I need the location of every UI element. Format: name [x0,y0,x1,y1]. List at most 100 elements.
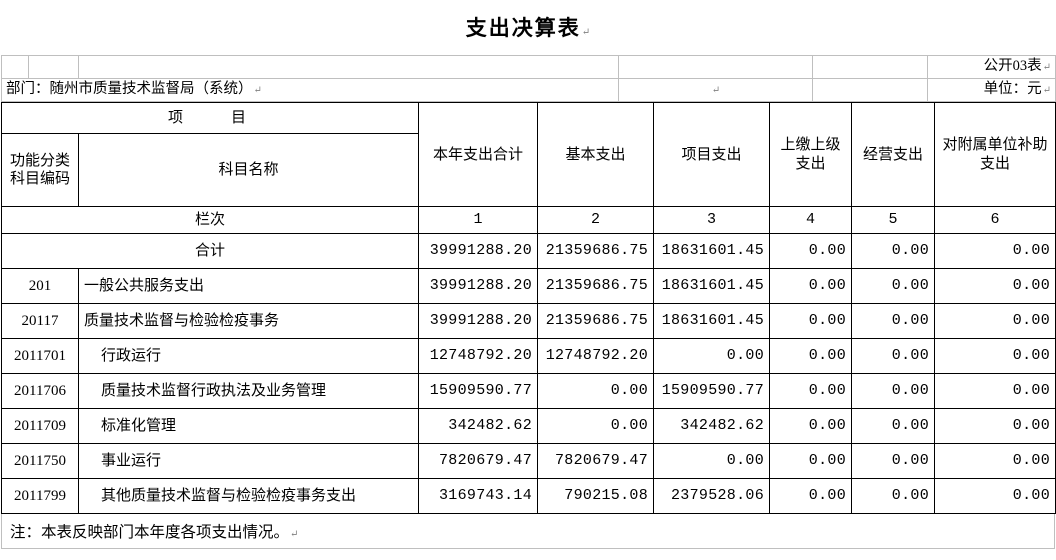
department-row-blank [618,78,813,103]
header-code-col: 功能分类科目编码 [1,133,79,208]
header-row-subcols: 功能分类科目编码 科目名称 [1,133,1056,208]
row-value-4: 0.00 [769,338,853,375]
row-value-1: 3169743.14 [418,478,539,515]
header-col-1: 基本支出 [537,102,655,208]
expenditure-table: 项 目 本年支出合计 基本支出 项目支出 上缴上级支出 经营支出 对附属单位补助… [0,102,1056,515]
row-value-1: 12748792.20 [418,338,539,375]
table-row: 201 一般公共服务支出 39991288.20 21359686.75 186… [1,268,1056,305]
table-row: 2011709 标准化管理 342482.62 0.00 342482.62 0… [1,408,1056,445]
lane-number-6: 6 [934,206,1056,235]
row-code: 2011706 [1,373,79,410]
lane-number-2: 2 [537,206,655,235]
row-value-3: 15909590.77 [653,373,771,410]
row-value-5: 0.00 [851,373,936,410]
row-value-6: 0.00 [934,443,1056,480]
total-value-3: 18631601.45 [653,233,771,270]
row-value-2: 21359686.75 [537,303,655,340]
table-row: 2011750 事业运行 7820679.47 7820679.47 0.00 … [1,443,1056,480]
lane-label: 栏次 [0,206,420,235]
lane-number-4: 4 [769,206,853,235]
lane-number-1: 1 [418,206,539,235]
meta-cell-blank-5 [812,55,928,80]
row-value-1: 39991288.20 [418,268,539,305]
row-code: 2011750 [1,443,79,480]
lane-number-5: 5 [851,206,936,235]
pilcrow-icon [254,85,262,96]
row-value-5: 0.00 [851,338,936,375]
row-value-2: 21359686.75 [537,268,655,305]
footer-note: 注：本表反映部门本年度各项支出情况。 [1,514,1055,550]
table-row: 2011701 行政运行 12748792.20 12748792.20 0.0… [1,338,1056,375]
row-value-2: 7820679.47 [537,443,655,480]
row-value-1: 342482.62 [418,408,539,445]
header-col-5: 对附属单位补助支出 [934,102,1056,208]
row-value-1: 7820679.47 [418,443,539,480]
footer-note-grid: 注：本表反映部门本年度各项支出情况。 [1,514,1055,550]
public-no-row: 公开03表 [1,55,1056,80]
row-value-5: 0.00 [851,443,936,480]
row-value-4: 0.00 [769,373,853,410]
row-value-4: 0.00 [769,268,853,305]
row-value-4: 0.00 [769,443,853,480]
footer-note-row: 注：本表反映部门本年度各项支出情况。 [1,514,1055,550]
header-col-3: 上缴上级支出 [769,102,853,208]
department-row: 部门：随州市质量技术监督局（系统） 单位：元 [1,78,1056,103]
header-name-col: 科目名称 [77,133,420,208]
row-code: 2011701 [1,338,79,375]
public-no-label: 公开03表 [927,55,1056,80]
row-value-6: 0.00 [934,268,1056,305]
header-col-2: 项目支出 [653,102,771,208]
header-item-group: 项 目 [0,102,420,135]
lane-row: 栏次 1 2 3 4 5 6 [0,206,1056,235]
table-row-total: 合计 39991288.20 21359686.75 18631601.45 0… [0,233,1056,270]
row-value-6: 0.00 [934,408,1056,445]
table-row: 20117 质量技术监督与检验检疫事务 39991288.20 21359686… [1,303,1056,340]
pilcrow-icon [290,529,298,540]
row-value-3: 0.00 [653,338,771,375]
row-value-2: 0.00 [537,408,655,445]
total-value-6: 0.00 [934,233,1056,270]
row-value-3: 18631601.45 [653,303,771,340]
row-value-3: 342482.62 [653,408,771,445]
row-code: 2011709 [1,408,79,445]
row-name: 行政运行 [77,338,420,375]
row-value-1: 39991288.20 [418,303,539,340]
row-value-6: 0.00 [934,373,1056,410]
row-name: 一般公共服务支出 [77,268,420,305]
page-title: 支出决算表 [0,0,1056,55]
lane-number-3: 3 [653,206,771,235]
total-value-5: 0.00 [851,233,936,270]
row-code: 201 [1,268,79,305]
row-value-1: 15909590.77 [418,373,539,410]
row-value-6: 0.00 [934,303,1056,340]
pilcrow-icon [712,85,720,96]
row-value-4: 0.00 [769,408,853,445]
row-name: 质量技术监督行政执法及业务管理 [77,373,420,410]
row-value-4: 0.00 [769,303,853,340]
total-value-2: 21359686.75 [537,233,655,270]
row-value-3: 2379528.06 [653,478,771,515]
meta-cell-blank-1 [1,55,29,80]
row-value-6: 0.00 [934,338,1056,375]
row-value-2: 0.00 [537,373,655,410]
row-value-4: 0.00 [769,478,853,515]
unit-label: 单位：元 [927,78,1056,103]
department-label: 部门：随州市质量技术监督局（系统） [1,78,619,103]
header-col-4: 经营支出 [851,102,936,208]
row-code: 20117 [1,303,79,340]
pilcrow-icon [582,27,590,38]
page-title-text: 支出决算表 [465,16,581,40]
pilcrow-icon [1043,62,1051,73]
total-label: 合计 [0,233,420,270]
table-row: 2011706 质量技术监督行政执法及业务管理 15909590.77 0.00… [1,373,1056,410]
department-row-blank-2 [812,78,928,103]
total-value-1: 39991288.20 [418,233,539,270]
row-value-5: 0.00 [851,478,936,515]
total-value-4: 0.00 [769,233,853,270]
header-row-group: 项 目 本年支出合计 基本支出 项目支出 上缴上级支出 经营支出 对附属单位补助… [0,102,1056,208]
table-row: 2011799 其他质量技术监督与检验检疫事务支出 3169743.14 790… [1,478,1056,515]
row-name: 事业运行 [77,443,420,480]
header-col-0: 本年支出合计 [418,102,539,208]
row-value-5: 0.00 [851,303,936,340]
